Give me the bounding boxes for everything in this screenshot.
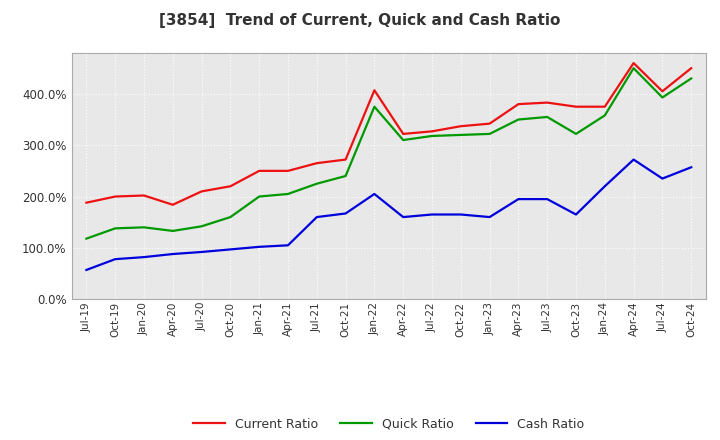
Cash Ratio: [485, 214, 494, 220]
Quick Ratio: [284, 191, 292, 197]
Quick Ratio: [629, 66, 638, 71]
Current Ratio: [572, 104, 580, 109]
Legend: Current Ratio, Quick Ratio, Cash Ratio: Current Ratio, Quick Ratio, Cash Ratio: [189, 413, 589, 436]
Cash Ratio: [168, 251, 177, 257]
Current Ratio: [255, 168, 264, 173]
Quick Ratio: [687, 76, 696, 81]
Current Ratio: [226, 183, 235, 189]
Cash Ratio: [197, 249, 206, 255]
Cash Ratio: [600, 183, 609, 189]
Current Ratio: [485, 121, 494, 126]
Line: Quick Ratio: Quick Ratio: [86, 68, 691, 238]
Quick Ratio: [341, 173, 350, 179]
Current Ratio: [658, 88, 667, 94]
Line: Cash Ratio: Cash Ratio: [86, 160, 691, 270]
Quick Ratio: [226, 214, 235, 220]
Current Ratio: [629, 60, 638, 66]
Cash Ratio: [456, 212, 465, 217]
Current Ratio: [600, 104, 609, 109]
Cash Ratio: [255, 244, 264, 249]
Quick Ratio: [543, 114, 552, 120]
Current Ratio: [399, 131, 408, 136]
Quick Ratio: [255, 194, 264, 199]
Quick Ratio: [111, 226, 120, 231]
Current Ratio: [312, 161, 321, 166]
Quick Ratio: [312, 181, 321, 187]
Current Ratio: [168, 202, 177, 207]
Quick Ratio: [456, 132, 465, 138]
Current Ratio: [341, 157, 350, 162]
Quick Ratio: [370, 104, 379, 109]
Cash Ratio: [658, 176, 667, 181]
Cash Ratio: [82, 267, 91, 272]
Current Ratio: [111, 194, 120, 199]
Quick Ratio: [428, 133, 436, 139]
Quick Ratio: [485, 131, 494, 136]
Quick Ratio: [658, 95, 667, 100]
Current Ratio: [370, 88, 379, 93]
Current Ratio: [140, 193, 148, 198]
Cash Ratio: [514, 196, 523, 202]
Cash Ratio: [370, 191, 379, 197]
Cash Ratio: [687, 165, 696, 170]
Current Ratio: [514, 102, 523, 107]
Cash Ratio: [341, 211, 350, 216]
Quick Ratio: [168, 228, 177, 234]
Current Ratio: [197, 189, 206, 194]
Current Ratio: [543, 100, 552, 105]
Quick Ratio: [514, 117, 523, 122]
Quick Ratio: [140, 225, 148, 230]
Cash Ratio: [111, 257, 120, 262]
Cash Ratio: [629, 157, 638, 162]
Cash Ratio: [428, 212, 436, 217]
Quick Ratio: [572, 131, 580, 136]
Cash Ratio: [572, 212, 580, 217]
Quick Ratio: [82, 236, 91, 241]
Current Ratio: [456, 124, 465, 129]
Current Ratio: [82, 200, 91, 205]
Cash Ratio: [140, 254, 148, 260]
Cash Ratio: [543, 196, 552, 202]
Cash Ratio: [284, 243, 292, 248]
Cash Ratio: [312, 214, 321, 220]
Quick Ratio: [399, 137, 408, 143]
Line: Current Ratio: Current Ratio: [86, 63, 691, 205]
Current Ratio: [687, 66, 696, 71]
Cash Ratio: [399, 214, 408, 220]
Cash Ratio: [226, 247, 235, 252]
Quick Ratio: [600, 113, 609, 118]
Current Ratio: [428, 128, 436, 134]
Text: [3854]  Trend of Current, Quick and Cash Ratio: [3854] Trend of Current, Quick and Cash …: [159, 13, 561, 28]
Quick Ratio: [197, 224, 206, 229]
Current Ratio: [284, 168, 292, 173]
